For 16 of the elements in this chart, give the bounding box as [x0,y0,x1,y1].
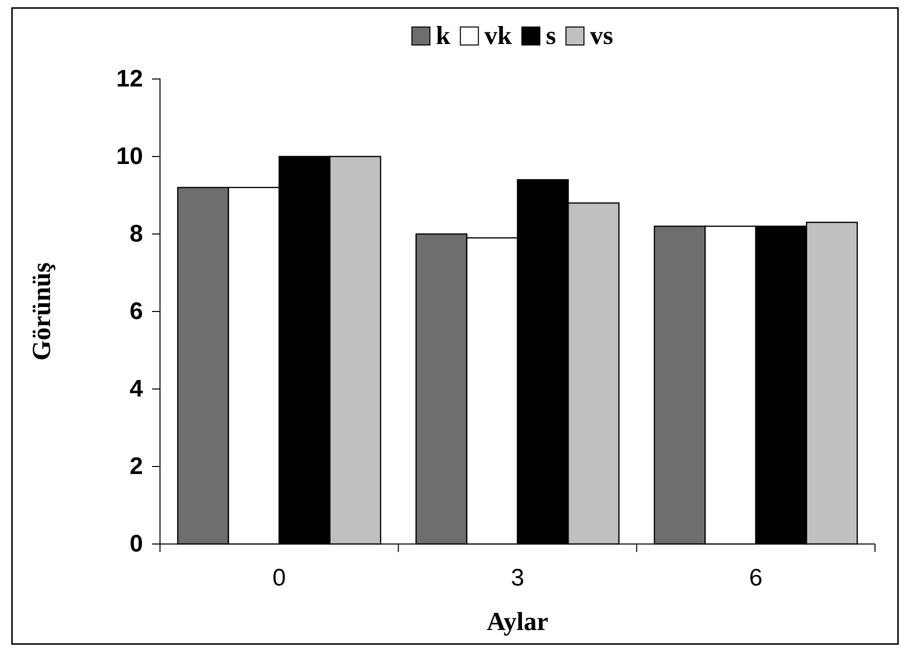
y-tick-label: 10 [116,143,143,170]
x-tick-label: 6 [749,564,763,592]
y-tick-label: 12 [116,66,143,93]
y-tick-label: 2 [130,453,143,480]
x-axis-title: Aylar [486,607,548,636]
y-tick-label: 8 [130,220,143,248]
legend-label: vs [590,21,614,50]
legend-label: k [436,21,451,50]
x-tick-label: 0 [272,564,286,592]
legend-label: vk [484,21,512,50]
y-tick-label: 0 [130,530,143,558]
y-tick-label: 4 [130,376,144,403]
y-axis-title: Görünüş [27,262,56,361]
y-tick-label: 6 [130,298,143,326]
x-tick-label: 3 [510,564,524,592]
legend-label: s [546,21,556,50]
